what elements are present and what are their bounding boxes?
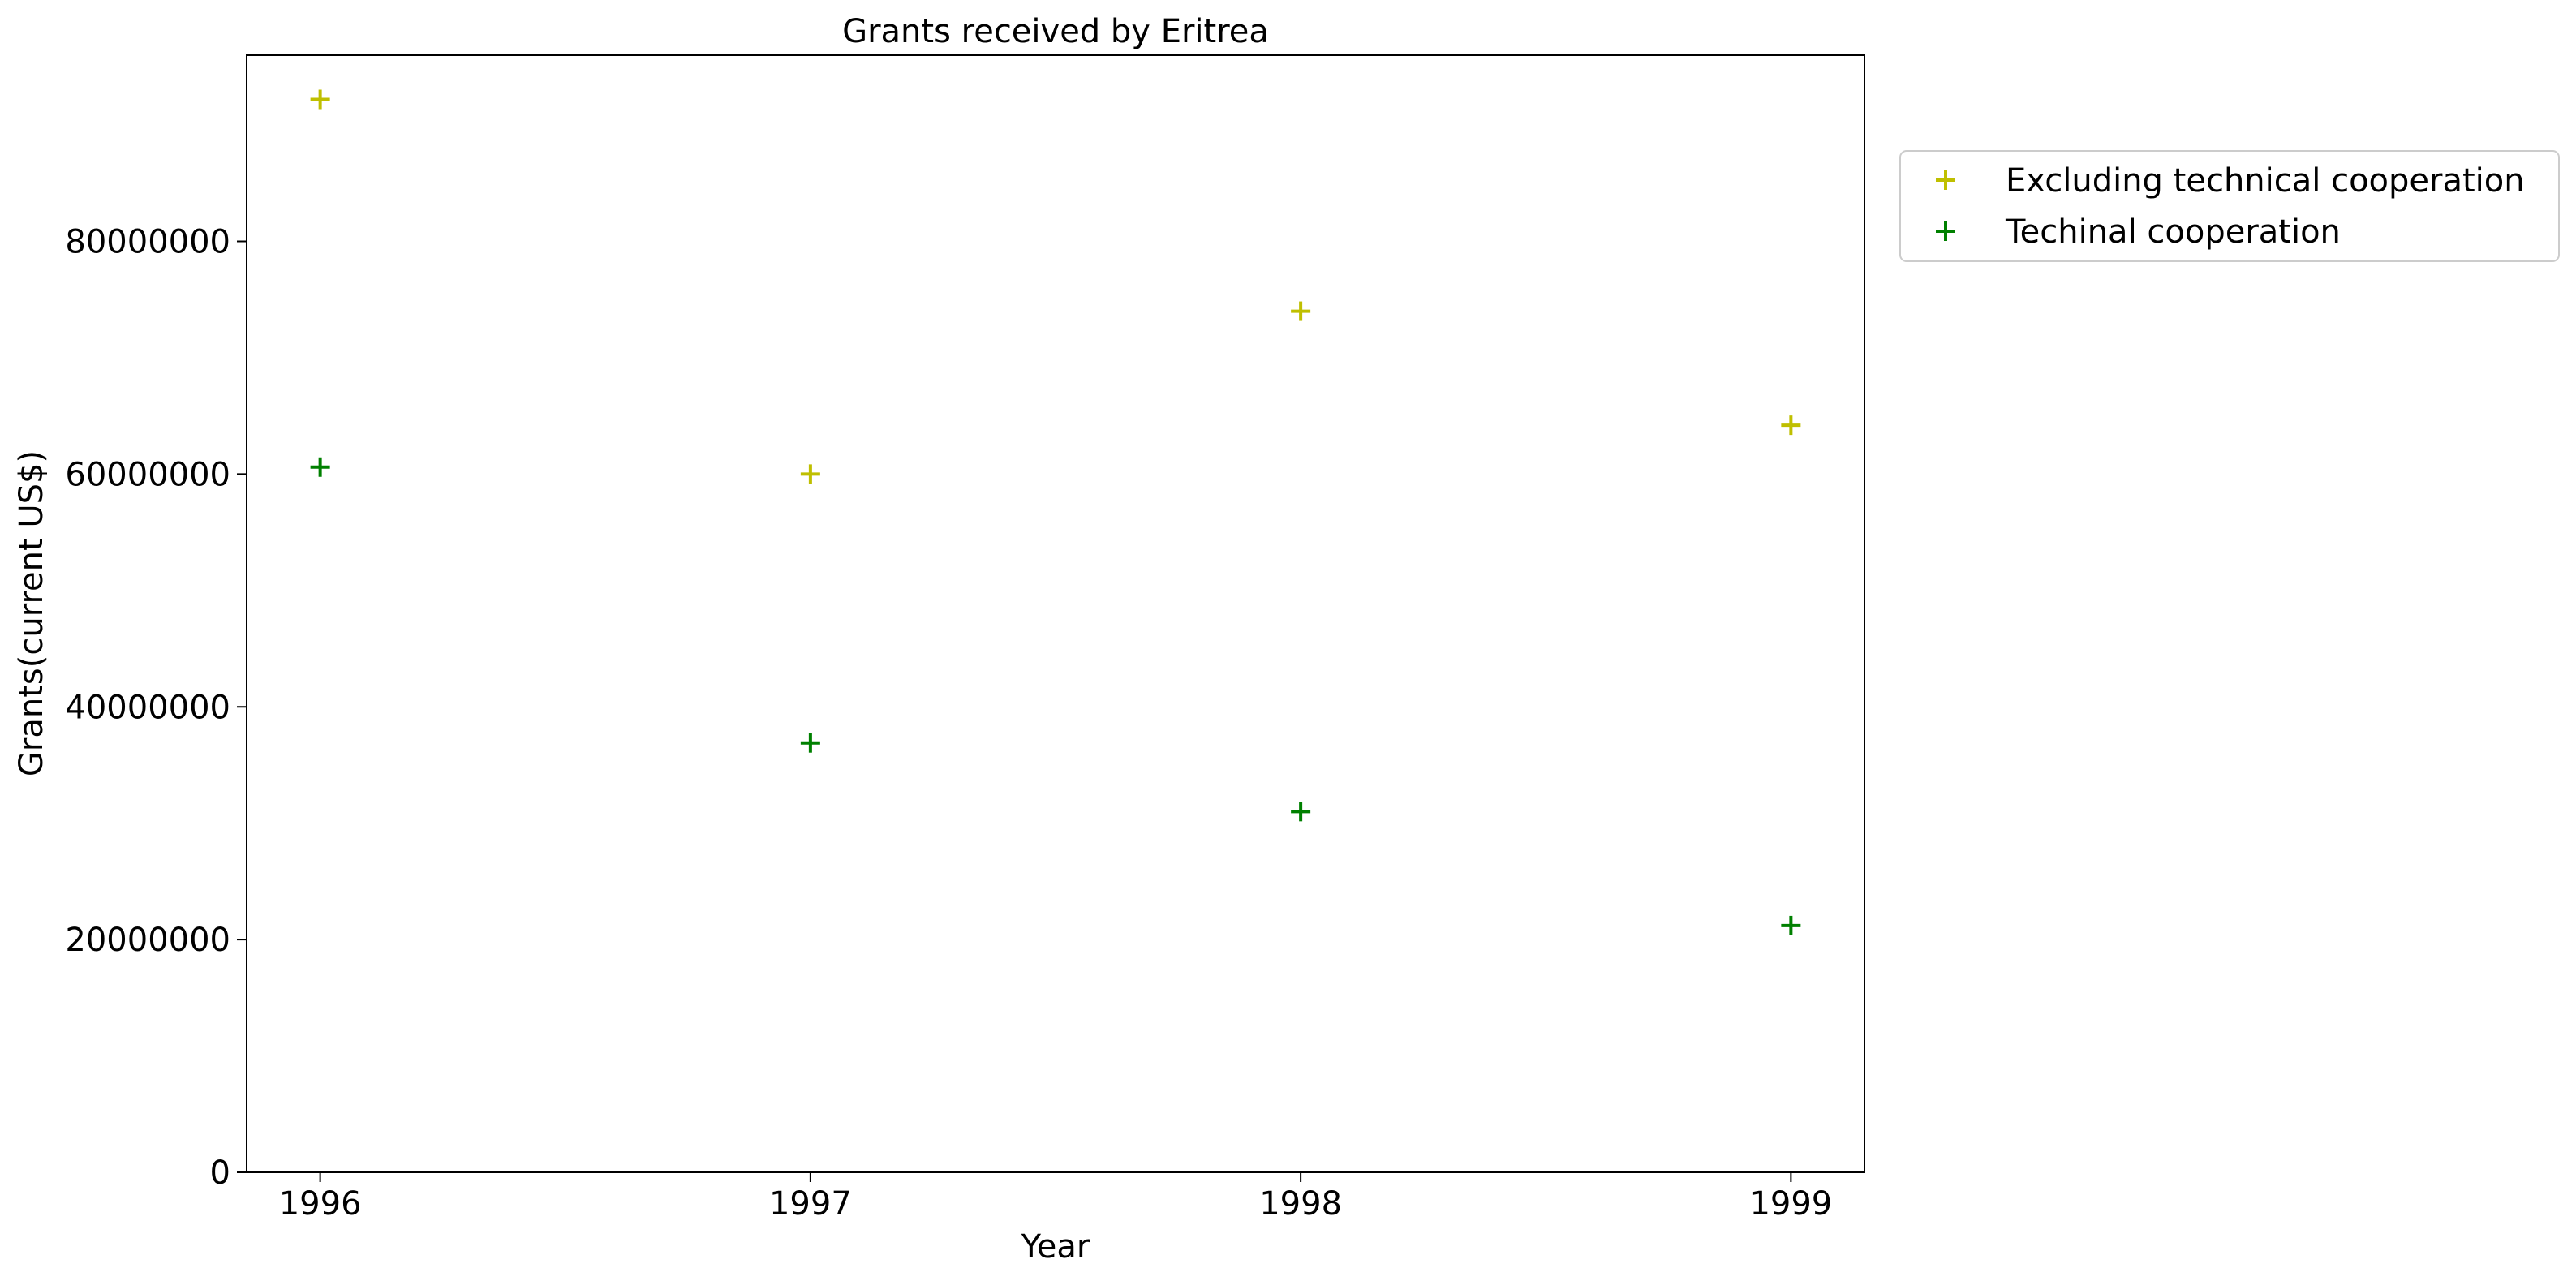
data-point-technical <box>1781 915 1801 935</box>
data-point-technical <box>1291 802 1311 822</box>
legend-label: Techinal cooperation <box>2005 213 2341 251</box>
legend-marker <box>1936 170 1955 190</box>
y-axis-label: Grants(current US$) <box>13 450 50 776</box>
legend-item: Techinal cooperation <box>1936 213 2341 251</box>
data-point-excluding-technical <box>1781 415 1801 436</box>
x-axis-ticks: 1996 1997 1998 1999 <box>279 1172 1832 1223</box>
y-tick-label: 20000000 <box>65 922 230 959</box>
data-point-technical <box>800 733 820 753</box>
y-tick-label: 40000000 <box>65 689 230 726</box>
chart-title: Grants received by Eritrea <box>842 13 1269 50</box>
legend-item: Excluding technical cooperation <box>1936 162 2525 200</box>
legend-box <box>1899 150 2560 262</box>
y-axis-ticks: 0 20000000 40000000 60000000 80000000 <box>65 224 247 1192</box>
plot-area <box>246 54 1865 1173</box>
y-tick-label: 80000000 <box>65 224 230 261</box>
y-tick-label: 0 <box>210 1154 230 1192</box>
x-tick-label: 1999 <box>1749 1185 1832 1223</box>
x-axis-label: Year <box>1021 1228 1090 1266</box>
x-tick-label: 1997 <box>769 1185 852 1223</box>
legend-items: Excluding technical cooperation Techinal … <box>1936 162 2525 251</box>
data-points <box>310 89 1801 935</box>
x-tick-label: 1996 <box>279 1185 362 1223</box>
y-tick-label: 60000000 <box>65 456 230 493</box>
legend: Excluding technical cooperation Techinal … <box>1899 150 2560 262</box>
legend-label: Excluding technical cooperation <box>2006 162 2525 200</box>
data-point-excluding-technical <box>800 464 820 484</box>
x-tick-label: 1998 <box>1259 1185 1342 1223</box>
data-point-excluding-technical <box>310 89 330 110</box>
data-point-technical <box>310 457 330 477</box>
data-point-excluding-technical <box>1291 301 1311 321</box>
legend-marker <box>1936 221 1955 241</box>
